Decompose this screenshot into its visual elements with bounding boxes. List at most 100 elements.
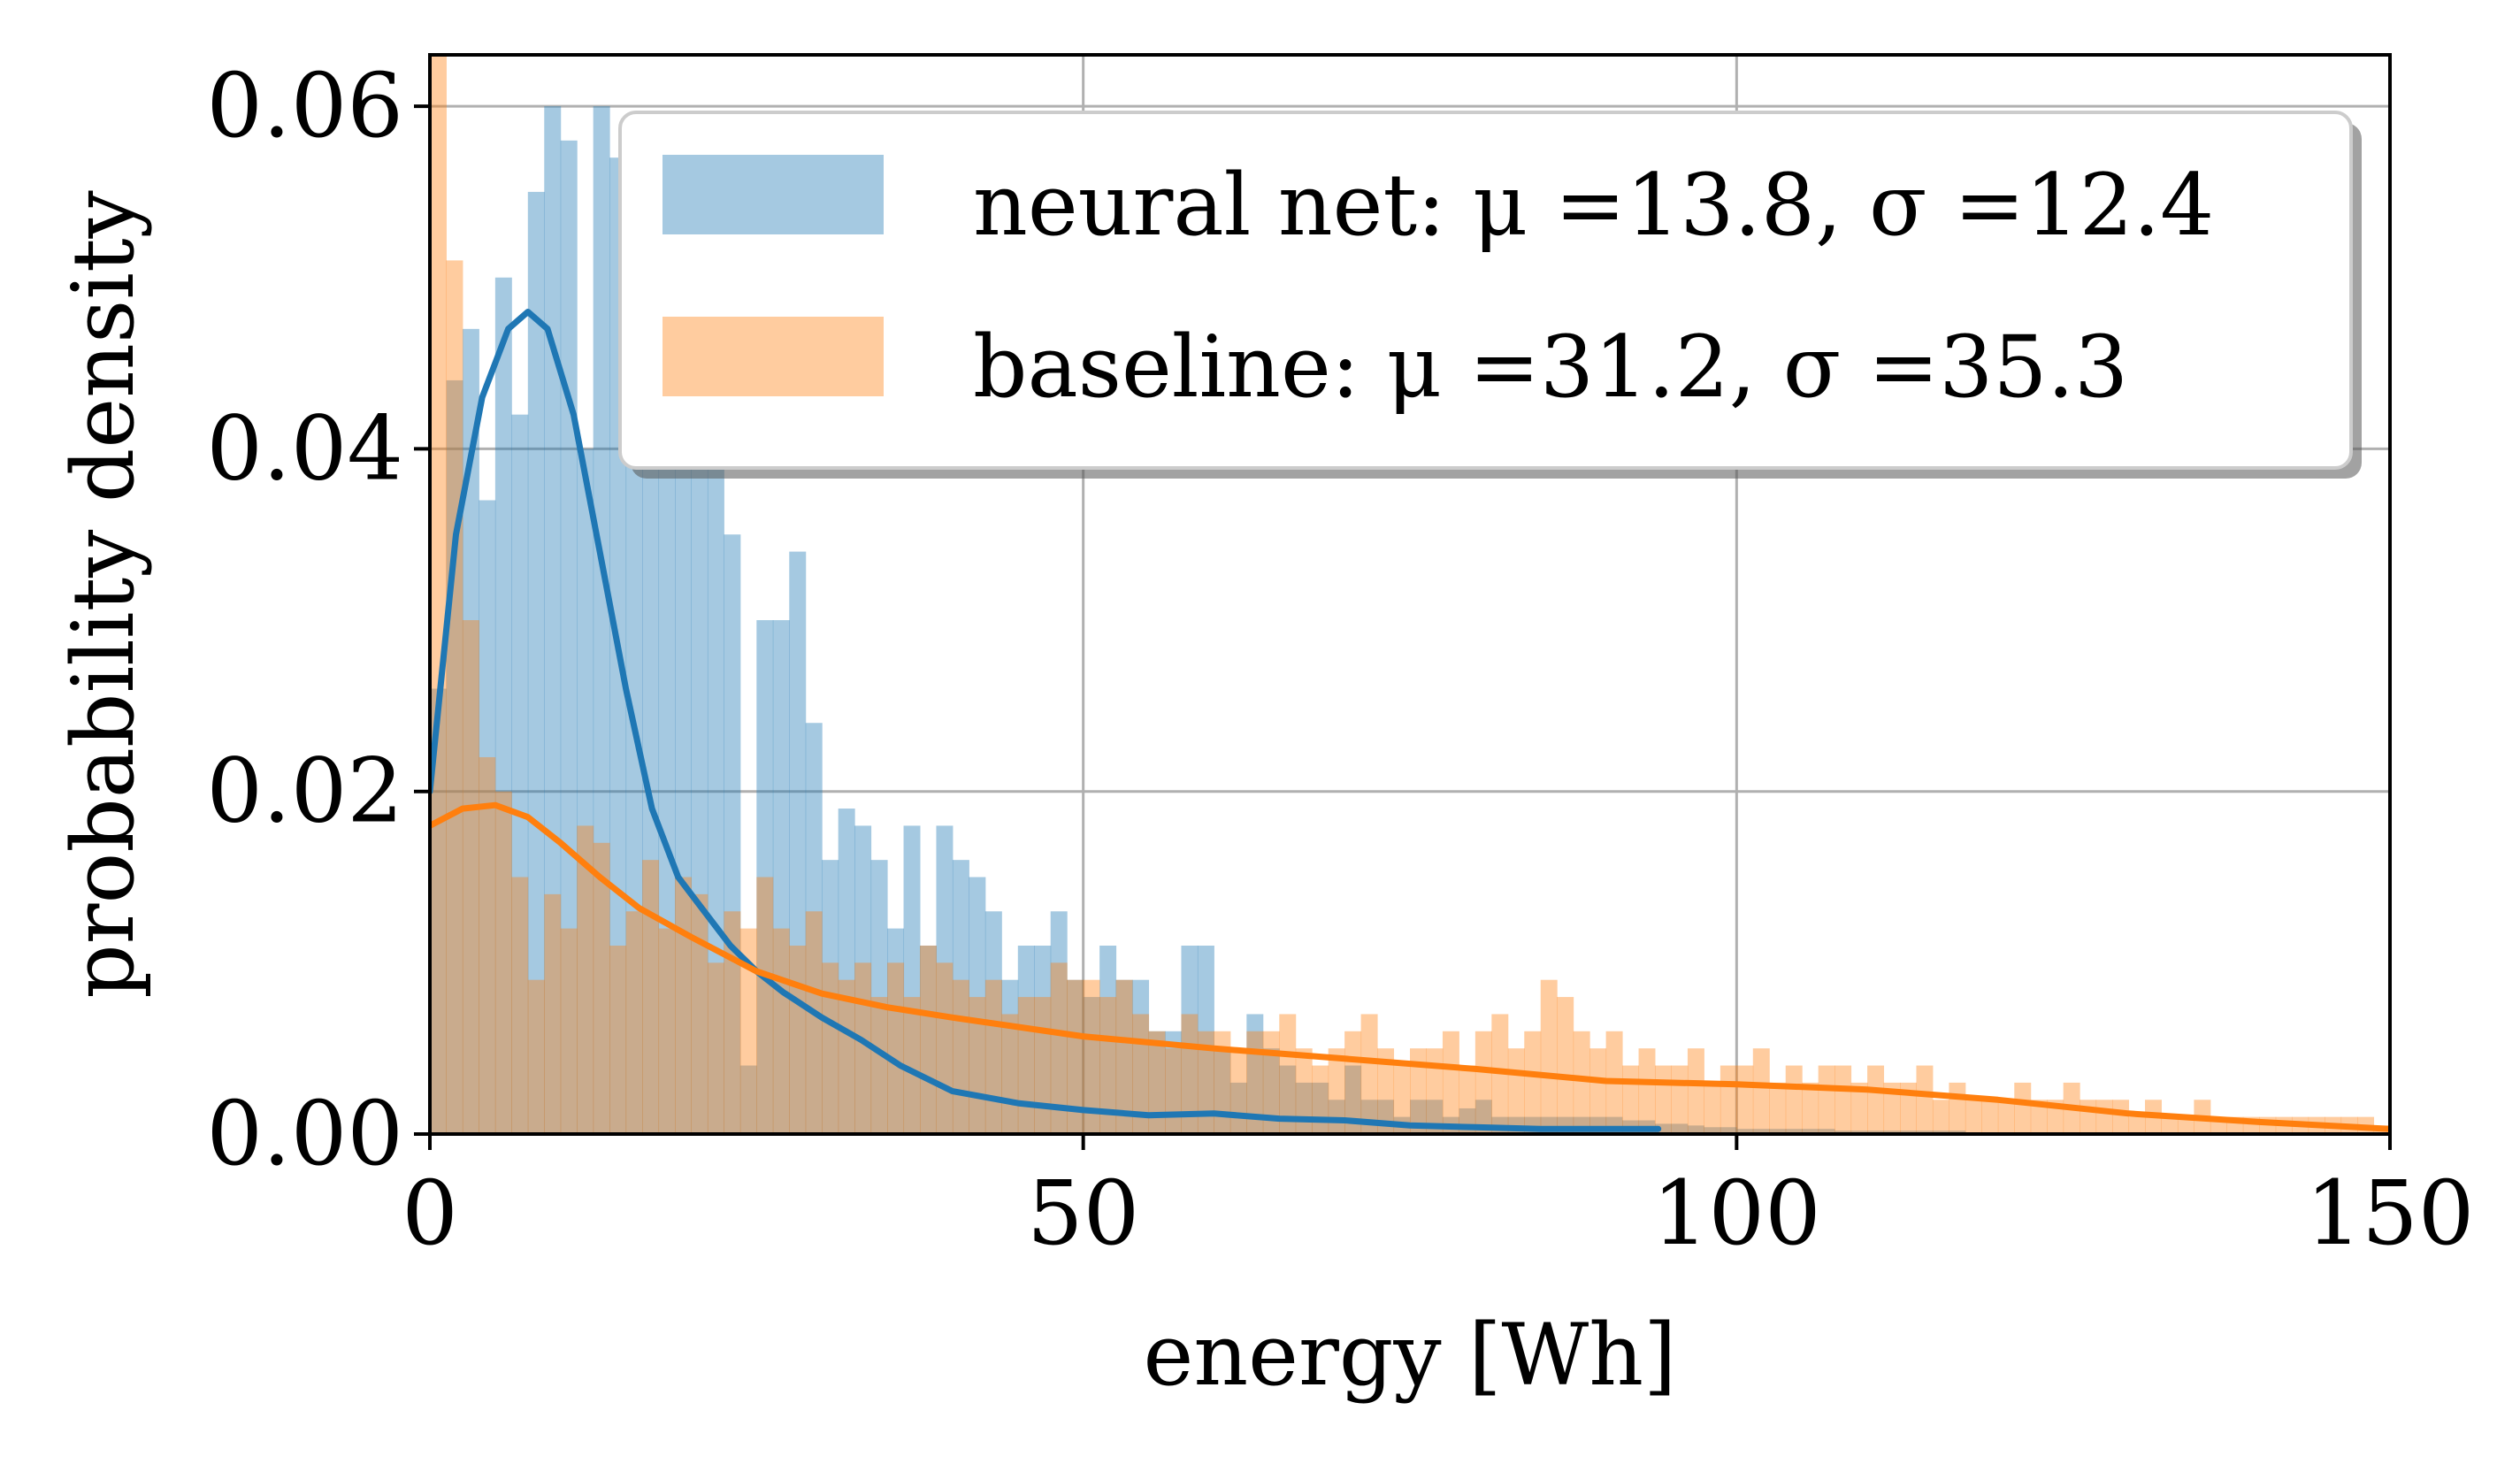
neural-net-bar [1148, 1031, 1166, 1134]
baseline-bar [1083, 979, 1100, 1134]
neural-net-bar [1165, 1031, 1182, 1134]
baseline-bar [984, 979, 1002, 1134]
x-tick-label-3: 150 [2306, 1161, 2475, 1265]
neural-net-bar [494, 277, 512, 1134]
neural-net-bar [952, 860, 969, 1134]
baseline-bar [1704, 1082, 1721, 1134]
neural-net-bar [1785, 1129, 1803, 1134]
neural-net-bar [887, 928, 905, 1134]
neural-net-bar [527, 191, 545, 1134]
baseline-bar [1328, 1048, 1345, 1134]
baseline-bar [1115, 979, 1133, 1134]
neural-net-bar [1802, 1129, 1819, 1134]
baseline-bar [1410, 1048, 1427, 1134]
y-tick-label-2: 0.04 [206, 396, 403, 500]
baseline-bar [952, 979, 969, 1134]
baseline-bar [1671, 1065, 1689, 1134]
baseline-bar [544, 893, 562, 1134]
neural-net-bar [756, 620, 774, 1134]
neural-net-bar [1328, 1100, 1345, 1134]
baseline-bar [1949, 1082, 1966, 1134]
baseline-bar [969, 997, 986, 1134]
x-tick-label-2: 100 [1652, 1161, 1821, 1265]
baseline-bar [430, 55, 447, 1134]
baseline-bar [1148, 1031, 1166, 1134]
neural-net-bar [1246, 1014, 1264, 1134]
baseline-bar [756, 877, 774, 1134]
baseline-bar [494, 791, 512, 1134]
baseline-bar [1802, 1082, 1819, 1134]
y-tick-label-3: 0.06 [206, 54, 403, 157]
x-tick-label-0: 0 [402, 1161, 458, 1265]
baseline-bar [2080, 1100, 2097, 1134]
baseline-bar [1932, 1100, 1949, 1134]
baseline-bar [1017, 997, 1035, 1134]
neural-net-bar [462, 328, 479, 1134]
neural-net-bar [577, 448, 594, 1134]
legend-label-baseline: baseline: μ =31.2, σ =35.3 [973, 318, 2128, 417]
baseline-bar [658, 928, 676, 1134]
neural-net-bar [511, 414, 529, 1134]
baseline-bar [1262, 1031, 1280, 1134]
baseline-bar [1246, 1031, 1264, 1134]
baseline-bar [1818, 1065, 1835, 1134]
legend-label-neural-net: neural net: μ =13.8, σ =12.4 [973, 156, 2214, 255]
neural-net-bar [1262, 1048, 1280, 1134]
baseline-bar [1867, 1065, 1885, 1134]
baseline-bar [1360, 1014, 1378, 1134]
baseline-bar [691, 893, 709, 1134]
baseline-bar [1769, 1082, 1787, 1134]
baseline-bar [462, 620, 479, 1134]
baseline-bar [446, 260, 463, 1134]
legend-swatch-neural-net [663, 155, 884, 234]
legend-box [618, 111, 2353, 470]
baseline-bar [1426, 1048, 1444, 1134]
neural-net-bar [1704, 1127, 1721, 1134]
neural-net-bar [1344, 1065, 1362, 1134]
baseline-bar [1916, 1065, 1934, 1134]
baseline-bar [2128, 1116, 2146, 1134]
baseline-bar [1883, 1082, 1901, 1134]
baseline-bar [739, 928, 757, 1134]
baseline-bar [1393, 1065, 1411, 1134]
baseline-bar [577, 825, 594, 1134]
legend: neural net: μ =13.8, σ =12.4 baseline: μ… [618, 111, 2362, 479]
y-axis-title: probability density [54, 190, 153, 999]
baseline-bar [1524, 1031, 1542, 1134]
baseline-bar [920, 945, 937, 1134]
baseline-bar [1099, 997, 1117, 1134]
baseline-bar [1067, 979, 1084, 1134]
neural-net-bar [936, 825, 954, 1134]
baseline-bar [772, 928, 790, 1134]
neural-net-bar [1736, 1129, 1754, 1134]
baseline-bar [625, 911, 643, 1134]
baseline-bar [511, 877, 529, 1134]
baseline-bar [642, 860, 660, 1134]
baseline-bar [1312, 1065, 1329, 1134]
baseline-bar [1459, 1065, 1476, 1134]
neural-net-bar [1181, 945, 1199, 1134]
baseline-bar [1034, 997, 1052, 1134]
baseline-bar [1377, 1048, 1395, 1134]
neural-net-bar [805, 723, 823, 1134]
neural-net-bar [903, 825, 921, 1134]
baseline-bar [2014, 1082, 2032, 1134]
baseline-bar [1622, 1065, 1640, 1134]
baseline-bar [1540, 979, 1558, 1134]
neural-net-bar [1769, 1129, 1787, 1134]
baseline-bar [1050, 962, 1068, 1134]
neural-net-kde-curve [430, 309, 1662, 1132]
neural-net-bar [430, 688, 447, 1134]
x-axis-title: energy [Wh] [1144, 1306, 1677, 1405]
baseline-bar [1573, 1031, 1590, 1134]
baseline-bar [1785, 1065, 1803, 1134]
baseline-bar [2177, 1116, 2194, 1134]
neural-net-bar [1083, 997, 1100, 1134]
neural-net-bar [1050, 911, 1068, 1134]
y-tick-label-0: 0.00 [206, 1082, 403, 1185]
baseline-bar [593, 842, 610, 1134]
baseline-bar [479, 756, 496, 1134]
neural-net-bar [724, 534, 741, 1134]
